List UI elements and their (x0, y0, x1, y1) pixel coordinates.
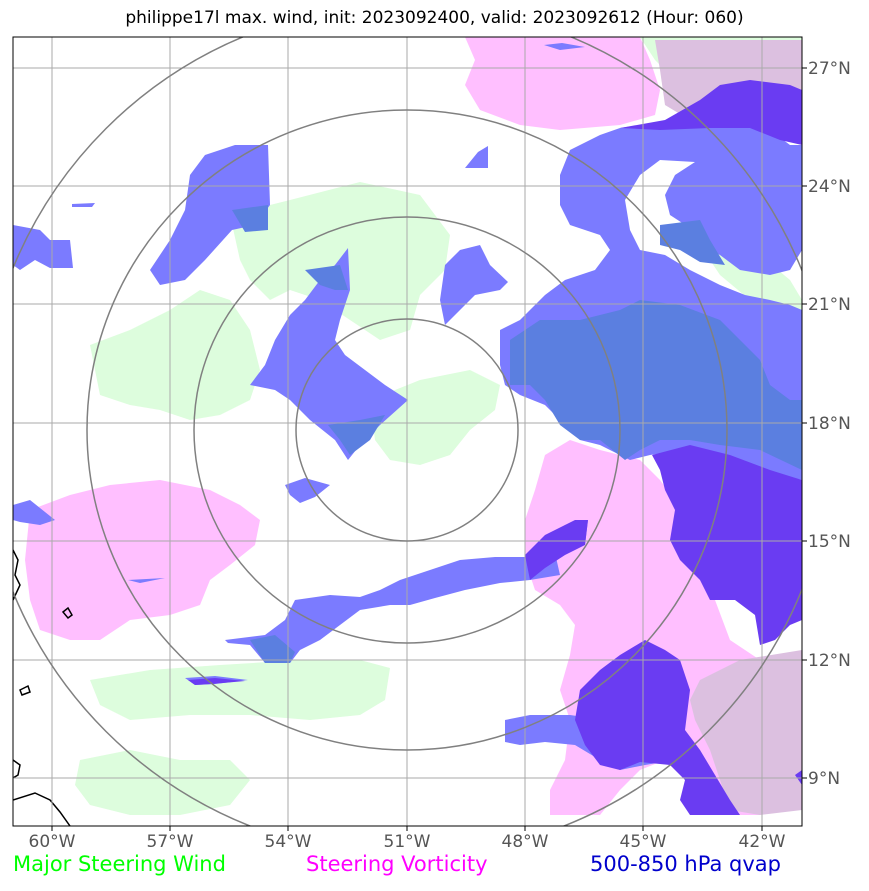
legend-steering-wind: Major Steering Wind (13, 852, 226, 876)
lat-label: 9°N (808, 769, 840, 789)
distance-rings (13, 37, 802, 826)
qvap-field (13, 43, 802, 815)
legend-qvap: 500-850 hPa qvap (590, 852, 781, 876)
lon-label: 48°W (502, 832, 549, 852)
map-fields (13, 37, 802, 826)
lat-label: 27°N (808, 59, 851, 79)
lat-label: 12°N (808, 651, 851, 671)
lat-label: 24°N (808, 177, 851, 197)
lon-label: 45°W (620, 832, 667, 852)
legend-steering-vorticity: Steering Vorticity (306, 852, 488, 876)
lon-label: 42°W (739, 832, 786, 852)
lat-label: 15°N (808, 532, 851, 552)
map-title: philippe17l max. wind, init: 2023092400,… (125, 8, 744, 28)
lat-label: 18°N (808, 414, 851, 434)
lon-label: 60°W (29, 832, 76, 852)
coastline (13, 549, 73, 826)
latitude-labels: 27°N 24°N 21°N 18°N 15°N 12°N 9°N (808, 59, 851, 789)
axis-ticks (51, 67, 807, 831)
lat-label: 21°N (808, 295, 851, 315)
lon-label: 51°W (384, 832, 431, 852)
lon-label: 57°W (147, 832, 194, 852)
longitude-labels: 60°W 57°W 54°W 51°W 48°W 45°W 42°W (29, 832, 786, 852)
graticule (13, 37, 802, 826)
lon-label: 54°W (265, 832, 312, 852)
